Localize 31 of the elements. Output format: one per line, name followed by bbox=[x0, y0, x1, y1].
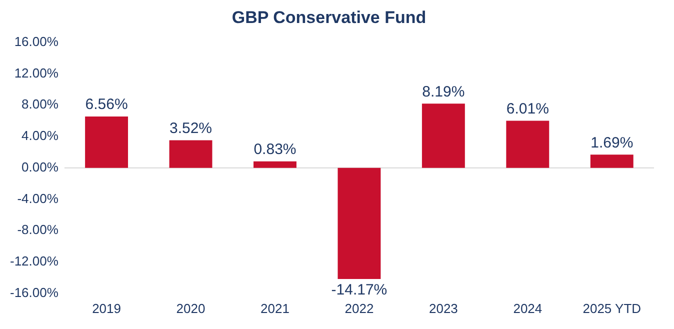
data-label: 3.52% bbox=[169, 120, 212, 137]
bar bbox=[85, 116, 128, 168]
bar bbox=[338, 168, 381, 280]
bar bbox=[590, 154, 634, 168]
y-tick-label: -4.00% bbox=[17, 190, 59, 206]
y-tick-label: 4.00% bbox=[22, 128, 59, 144]
x-tick-label: 2025 YTD bbox=[582, 300, 642, 316]
data-label: 6.01% bbox=[506, 100, 549, 118]
y-tick-label: -8.00% bbox=[17, 222, 59, 238]
x-tick-label: 2019 bbox=[92, 300, 121, 316]
x-tick-label: 2021 bbox=[260, 300, 290, 316]
bar bbox=[506, 120, 550, 168]
x-tick-label: 2022 bbox=[344, 300, 374, 316]
bar bbox=[169, 140, 212, 168]
chart-title: GBP Conservative Fund bbox=[232, 8, 426, 27]
y-tick-label: 8.00% bbox=[22, 96, 59, 112]
data-label: 0.83% bbox=[254, 141, 296, 158]
bar bbox=[422, 104, 465, 168]
x-tick-label: 2024 bbox=[513, 300, 542, 316]
data-label: 8.19% bbox=[422, 83, 465, 100]
y-tick-label: 16.00% bbox=[14, 34, 59, 49]
y-tick-label: -12.00% bbox=[10, 254, 59, 269]
y-tick-label: 0.00% bbox=[22, 159, 59, 174]
data-label: -14.17% bbox=[331, 282, 388, 299]
y-tick-label: -16.00% bbox=[10, 284, 59, 300]
data-label: 1.69% bbox=[590, 134, 634, 152]
data-label: 6.56% bbox=[85, 96, 128, 114]
y-tick-label: 12.00% bbox=[14, 65, 59, 80]
x-tick-label: 2023 bbox=[428, 300, 458, 316]
bar bbox=[254, 161, 296, 168]
x-tick-label: 2020 bbox=[176, 300, 206, 316]
